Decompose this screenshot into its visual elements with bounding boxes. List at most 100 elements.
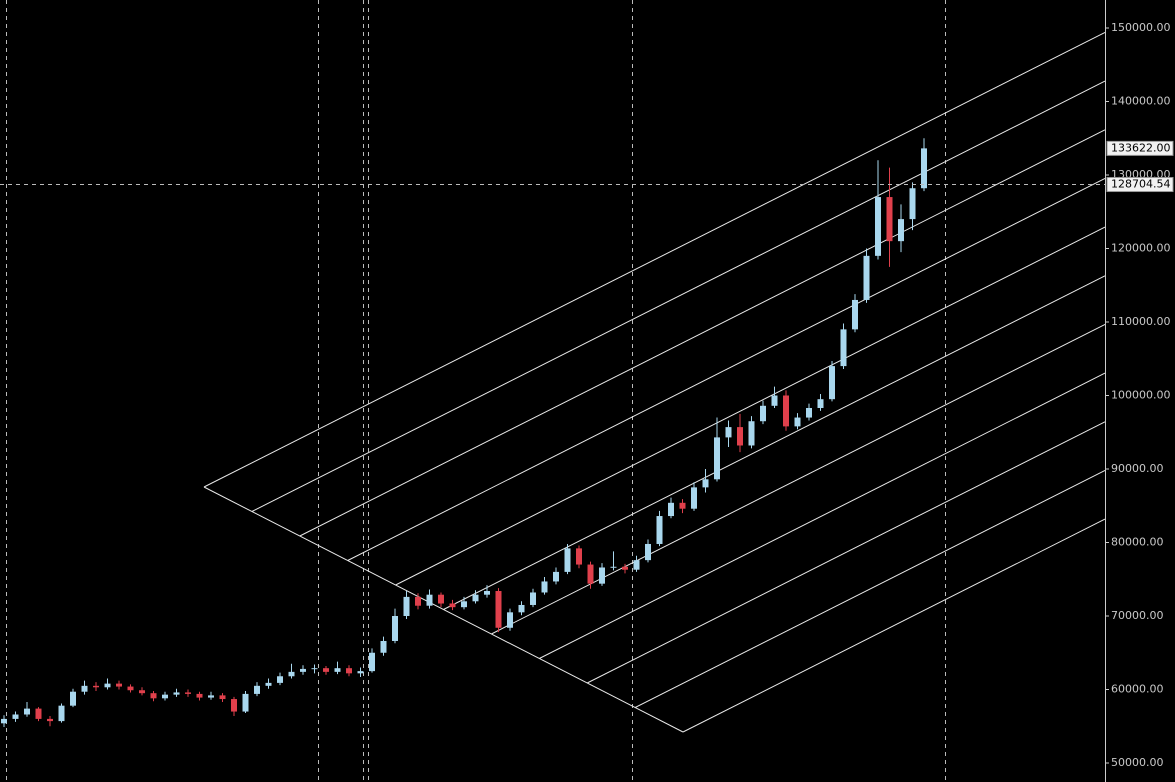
channel-line — [203, 31, 1106, 488]
candle-body — [829, 366, 835, 400]
candle-body — [472, 594, 479, 602]
candle-body — [1, 718, 7, 724]
candle-body — [81, 685, 88, 692]
candle-body — [656, 516, 663, 544]
candle-body — [173, 692, 180, 695]
candle-body — [311, 668, 318, 670]
candle-body — [380, 640, 387, 653]
candle-body — [852, 299, 858, 330]
candle-body — [403, 596, 410, 617]
y-tick-label: 60000.00 — [1111, 683, 1164, 696]
candle-body — [898, 219, 904, 242]
y-tick-label: 100000.00 — [1111, 389, 1171, 402]
candle-body — [392, 616, 398, 641]
y-tick-label: 70000.00 — [1111, 609, 1164, 622]
candle-body — [909, 188, 916, 220]
candle-body — [231, 699, 237, 712]
channel-line — [634, 469, 1106, 708]
channel-line — [347, 177, 1106, 561]
price-tag-box — [1106, 140, 1174, 156]
candle-body — [541, 581, 548, 593]
price-tag: 128704.54 — [1106, 177, 1174, 193]
candle-body — [357, 671, 364, 674]
y-tick-label: 90000.00 — [1111, 462, 1164, 475]
candle-body — [70, 691, 76, 706]
candle-body — [323, 668, 329, 672]
channel-line — [443, 275, 1106, 610]
candle-body — [576, 548, 582, 565]
y-tick-label: 80000.00 — [1111, 536, 1164, 549]
candle-body — [415, 596, 421, 606]
candle-body — [783, 395, 789, 427]
candle-body — [495, 591, 502, 628]
candle-body — [737, 427, 743, 446]
candle-body — [208, 695, 214, 698]
channel-line — [491, 323, 1106, 635]
candle-body — [461, 601, 467, 608]
candle-body — [300, 668, 306, 672]
price-tag-box — [1106, 177, 1174, 193]
time-grid — [6, 0, 946, 782]
candle-body — [104, 683, 111, 688]
channel-drawing — [203, 31, 1106, 733]
candle-body — [288, 671, 295, 677]
candle-body — [806, 407, 812, 418]
candle-body — [679, 502, 686, 509]
candle-body — [748, 421, 755, 446]
channel-line — [251, 80, 1106, 512]
candle-body — [254, 685, 260, 694]
channel-line — [299, 129, 1106, 537]
candle-body — [369, 652, 375, 672]
candle-body — [116, 683, 122, 687]
candle-body — [484, 591, 490, 595]
candle-body — [127, 686, 134, 691]
channel-line — [586, 421, 1106, 684]
candle-body — [691, 487, 697, 509]
candle-body — [438, 594, 444, 604]
price-tag-label: 128704.54 — [1111, 178, 1171, 191]
y-tick-label: 50000.00 — [1111, 756, 1164, 769]
candle-body — [610, 566, 617, 568]
candle-body — [553, 571, 559, 582]
candle-body — [24, 708, 30, 715]
candle-body — [840, 329, 847, 367]
candle-body — [599, 567, 605, 584]
candle-body — [185, 692, 191, 694]
candle-body — [139, 690, 145, 694]
candle-body — [12, 714, 19, 719]
channel-line — [395, 226, 1106, 586]
candle-body — [426, 594, 433, 606]
candle-body — [58, 705, 65, 722]
candle-body — [714, 437, 720, 480]
candle-body — [449, 603, 456, 608]
candle-body — [875, 197, 881, 256]
candle-body — [507, 612, 513, 628]
candle-body — [219, 695, 226, 700]
candle-body — [346, 668, 352, 674]
candle-body — [587, 564, 594, 584]
y-tick-label: 110000.00 — [1111, 315, 1171, 328]
candle-body — [668, 502, 674, 517]
candle-body — [35, 708, 42, 719]
candle-body — [277, 676, 283, 683]
candle-body — [622, 566, 628, 570]
candle-body — [817, 399, 824, 408]
channel-line — [682, 518, 1106, 733]
candle-body — [760, 405, 766, 422]
candle-body — [725, 427, 732, 438]
candle-body — [242, 693, 249, 712]
y-tick-label: 140000.00 — [1111, 95, 1171, 108]
candle-body — [564, 548, 571, 572]
price-tag-label: 133622.00 — [1111, 141, 1171, 154]
candle-body — [334, 668, 341, 672]
candle-body — [47, 718, 53, 722]
y-tick-label: 150000.00 — [1111, 21, 1171, 34]
price-tag: 133622.00 — [1106, 140, 1174, 156]
candle-body — [771, 395, 778, 406]
candle-body — [921, 148, 927, 189]
candle-body — [702, 479, 709, 488]
candle-body — [518, 604, 525, 613]
candle-body — [794, 417, 801, 427]
y-tick-label: 120000.00 — [1111, 242, 1171, 255]
